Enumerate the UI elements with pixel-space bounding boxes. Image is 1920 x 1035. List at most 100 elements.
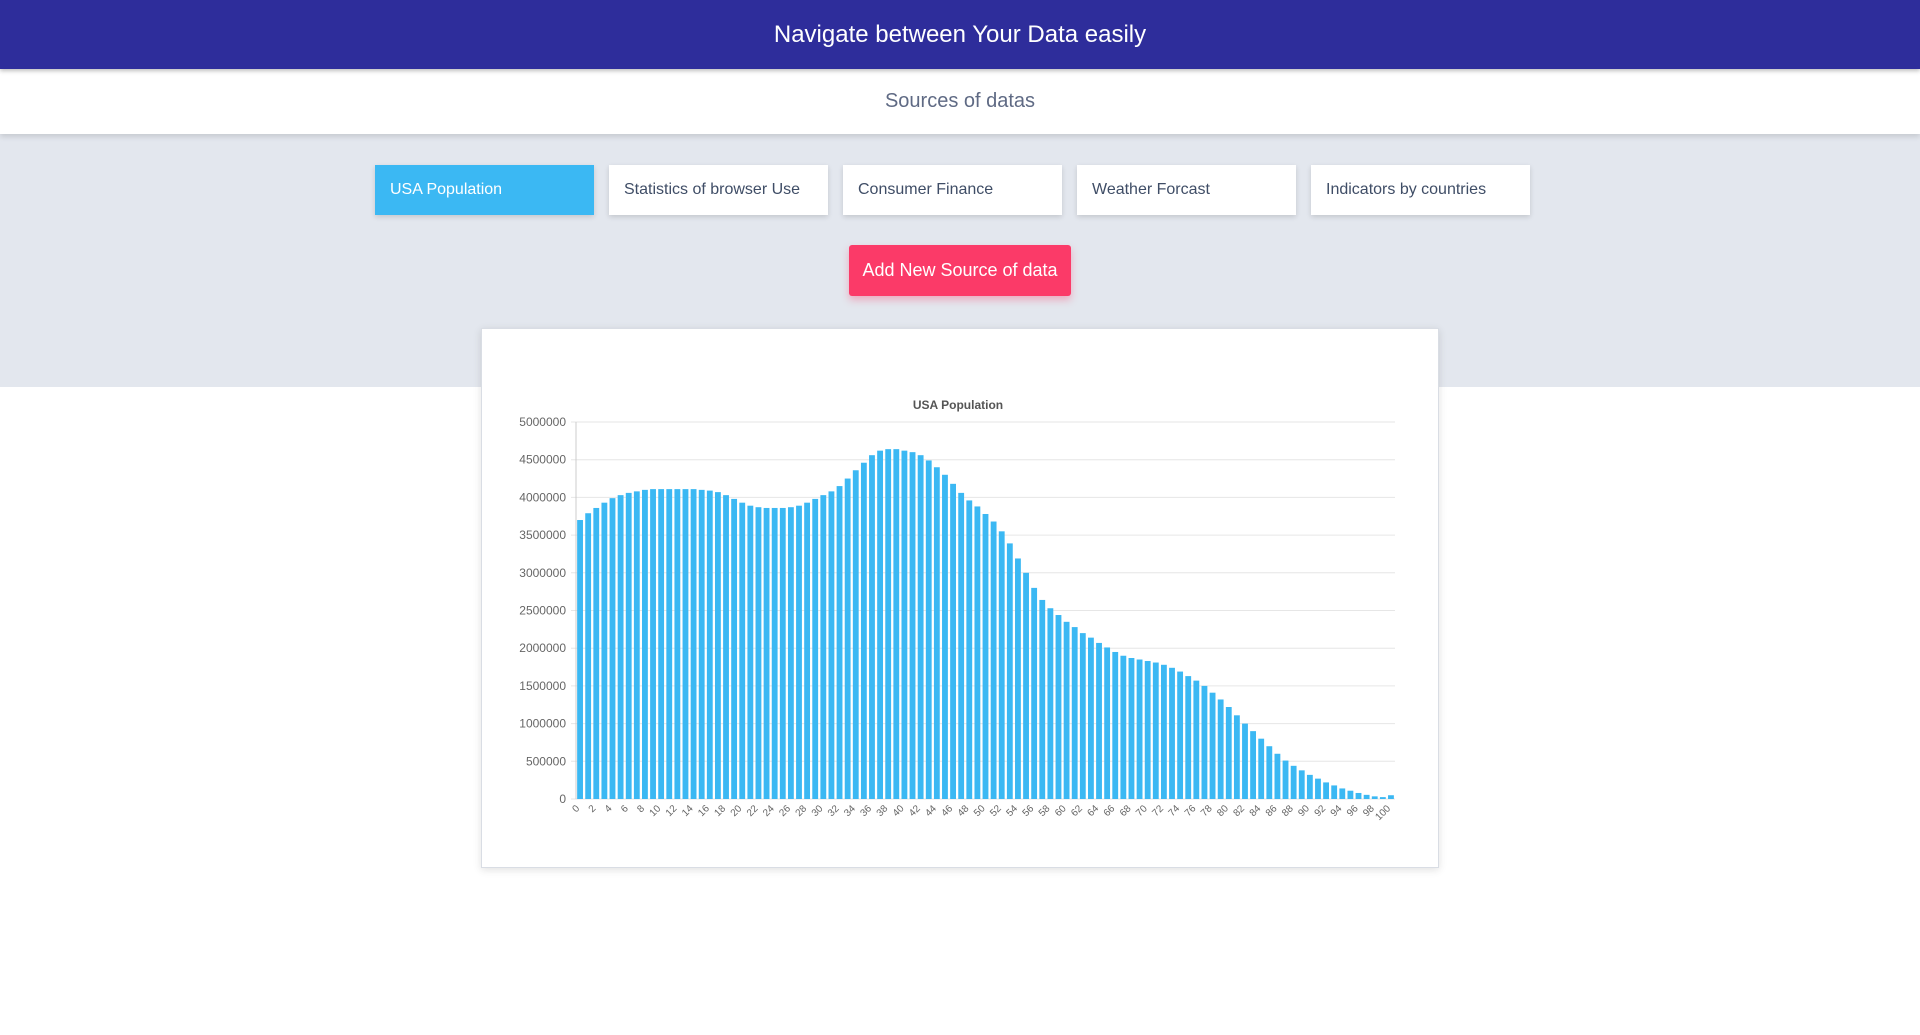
bar-age-3[interactable] xyxy=(601,502,608,799)
add-source-button[interactable]: Add New Source of data xyxy=(849,245,1071,296)
bar-age-96[interactable] xyxy=(1355,792,1362,799)
bar-age-83[interactable] xyxy=(1250,731,1257,799)
bar-age-75[interactable] xyxy=(1185,676,1192,799)
bar-age-16[interactable] xyxy=(706,490,713,799)
bar-age-24[interactable] xyxy=(771,507,778,799)
bar-age-21[interactable] xyxy=(747,505,754,799)
bar-age-72[interactable] xyxy=(1160,664,1167,799)
bar-age-20[interactable] xyxy=(739,502,746,799)
bar-age-10[interactable] xyxy=(658,489,665,799)
bar-age-93[interactable] xyxy=(1331,785,1338,799)
bar-age-46[interactable] xyxy=(950,483,956,799)
bar-age-32[interactable] xyxy=(836,486,843,799)
bar-age-90[interactable] xyxy=(1306,774,1313,799)
bar-age-97[interactable] xyxy=(1363,794,1370,799)
bar-age-8[interactable] xyxy=(642,489,648,799)
bar-age-79[interactable] xyxy=(1217,699,1224,799)
bar-age-51[interactable] xyxy=(990,521,997,799)
bar-age-26[interactable] xyxy=(787,507,794,799)
bar-age-85[interactable] xyxy=(1266,746,1273,799)
bar-age-84[interactable] xyxy=(1258,738,1265,799)
tab-consumer-finance[interactable]: Consumer Finance xyxy=(843,165,1062,215)
bar-age-99[interactable] xyxy=(1379,797,1386,799)
bar-age-67[interactable] xyxy=(1120,655,1127,799)
bar-age-74[interactable] xyxy=(1177,671,1184,799)
bar-age-66[interactable] xyxy=(1112,651,1119,799)
bar-age-47[interactable] xyxy=(958,492,965,799)
bar-age-12[interactable] xyxy=(674,489,681,799)
bar-age-39[interactable] xyxy=(893,449,900,799)
bar-age-2[interactable] xyxy=(593,507,600,799)
bar-age-29[interactable] xyxy=(812,498,819,799)
bar-age-7[interactable] xyxy=(633,491,640,799)
bar-age-15[interactable] xyxy=(698,489,705,799)
bar-age-43[interactable] xyxy=(925,460,932,799)
bar-age-58[interactable] xyxy=(1047,608,1054,799)
bar-age-89[interactable] xyxy=(1298,770,1305,799)
tab-browser-statistics[interactable]: Statistics of browser Use xyxy=(609,165,828,215)
bar-age-44[interactable] xyxy=(933,467,940,799)
bar-age-49[interactable] xyxy=(974,506,981,799)
bar-age-98[interactable] xyxy=(1371,796,1378,799)
bar-age-4[interactable] xyxy=(609,498,616,799)
bar-age-94[interactable] xyxy=(1339,788,1346,799)
tab-usa-population[interactable]: USA Population xyxy=(375,165,594,215)
bar-age-36[interactable] xyxy=(869,455,875,799)
bar-age-45[interactable] xyxy=(942,474,948,799)
bar-age-23[interactable] xyxy=(763,507,770,799)
bar-age-30[interactable] xyxy=(820,495,827,799)
bar-age-57[interactable] xyxy=(1039,599,1046,799)
bar-age-92[interactable] xyxy=(1323,782,1329,799)
bar-age-38[interactable] xyxy=(885,449,892,799)
bar-age-76[interactable] xyxy=(1193,680,1200,799)
bar-age-41[interactable] xyxy=(909,452,916,799)
bar-age-28[interactable] xyxy=(804,502,811,799)
bar-age-69[interactable] xyxy=(1136,659,1143,799)
bar-age-82[interactable] xyxy=(1242,723,1248,799)
bar-age-35[interactable] xyxy=(860,462,867,799)
bar-age-91[interactable] xyxy=(1315,778,1321,799)
bar-age-31[interactable] xyxy=(828,491,835,799)
bar-age-48[interactable] xyxy=(966,500,973,799)
bar-age-5[interactable] xyxy=(617,495,624,799)
bar-age-80[interactable] xyxy=(1225,707,1232,799)
bar-age-86[interactable] xyxy=(1274,753,1281,799)
bar-age-34[interactable] xyxy=(852,470,859,799)
bar-age-13[interactable] xyxy=(682,489,689,799)
bar-age-18[interactable] xyxy=(723,495,729,799)
bar-age-70[interactable] xyxy=(1144,661,1151,799)
bar-age-78[interactable] xyxy=(1209,692,1216,799)
bar-age-62[interactable] xyxy=(1079,633,1086,799)
bar-age-1[interactable] xyxy=(585,513,592,799)
bar-age-11[interactable] xyxy=(666,489,673,799)
bar-age-54[interactable] xyxy=(1015,558,1021,799)
bar-age-53[interactable] xyxy=(1006,543,1013,799)
bar-age-81[interactable] xyxy=(1233,715,1240,799)
bar-age-68[interactable] xyxy=(1128,658,1135,799)
bar-age-27[interactable] xyxy=(796,505,802,799)
bar-age-100[interactable] xyxy=(1388,795,1394,799)
bar-age-6[interactable] xyxy=(625,492,632,799)
bar-age-37[interactable] xyxy=(877,450,883,799)
bar-age-40[interactable] xyxy=(901,450,908,799)
bar-age-73[interactable] xyxy=(1169,667,1175,799)
bar-age-9[interactable] xyxy=(650,489,656,799)
bar-age-56[interactable] xyxy=(1031,587,1038,799)
bar-age-65[interactable] xyxy=(1104,647,1111,799)
bar-age-59[interactable] xyxy=(1055,615,1062,799)
bar-age-22[interactable] xyxy=(755,507,762,799)
bar-age-77[interactable] xyxy=(1201,685,1208,799)
bar-age-87[interactable] xyxy=(1282,760,1289,799)
bar-age-19[interactable] xyxy=(731,498,738,799)
bar-age-33[interactable] xyxy=(844,478,851,799)
bar-age-50[interactable] xyxy=(982,513,989,799)
bar-age-88[interactable] xyxy=(1290,765,1297,799)
bar-age-52[interactable] xyxy=(998,531,1005,799)
bar-age-55[interactable] xyxy=(1023,572,1029,799)
bar-age-25[interactable] xyxy=(779,507,786,799)
bar-age-64[interactable] xyxy=(1096,642,1102,799)
bar-age-60[interactable] xyxy=(1063,621,1070,799)
tab-weather-forcast[interactable]: Weather Forcast xyxy=(1077,165,1296,215)
bar-age-61[interactable] xyxy=(1071,627,1078,799)
bar-age-71[interactable] xyxy=(1152,662,1159,799)
